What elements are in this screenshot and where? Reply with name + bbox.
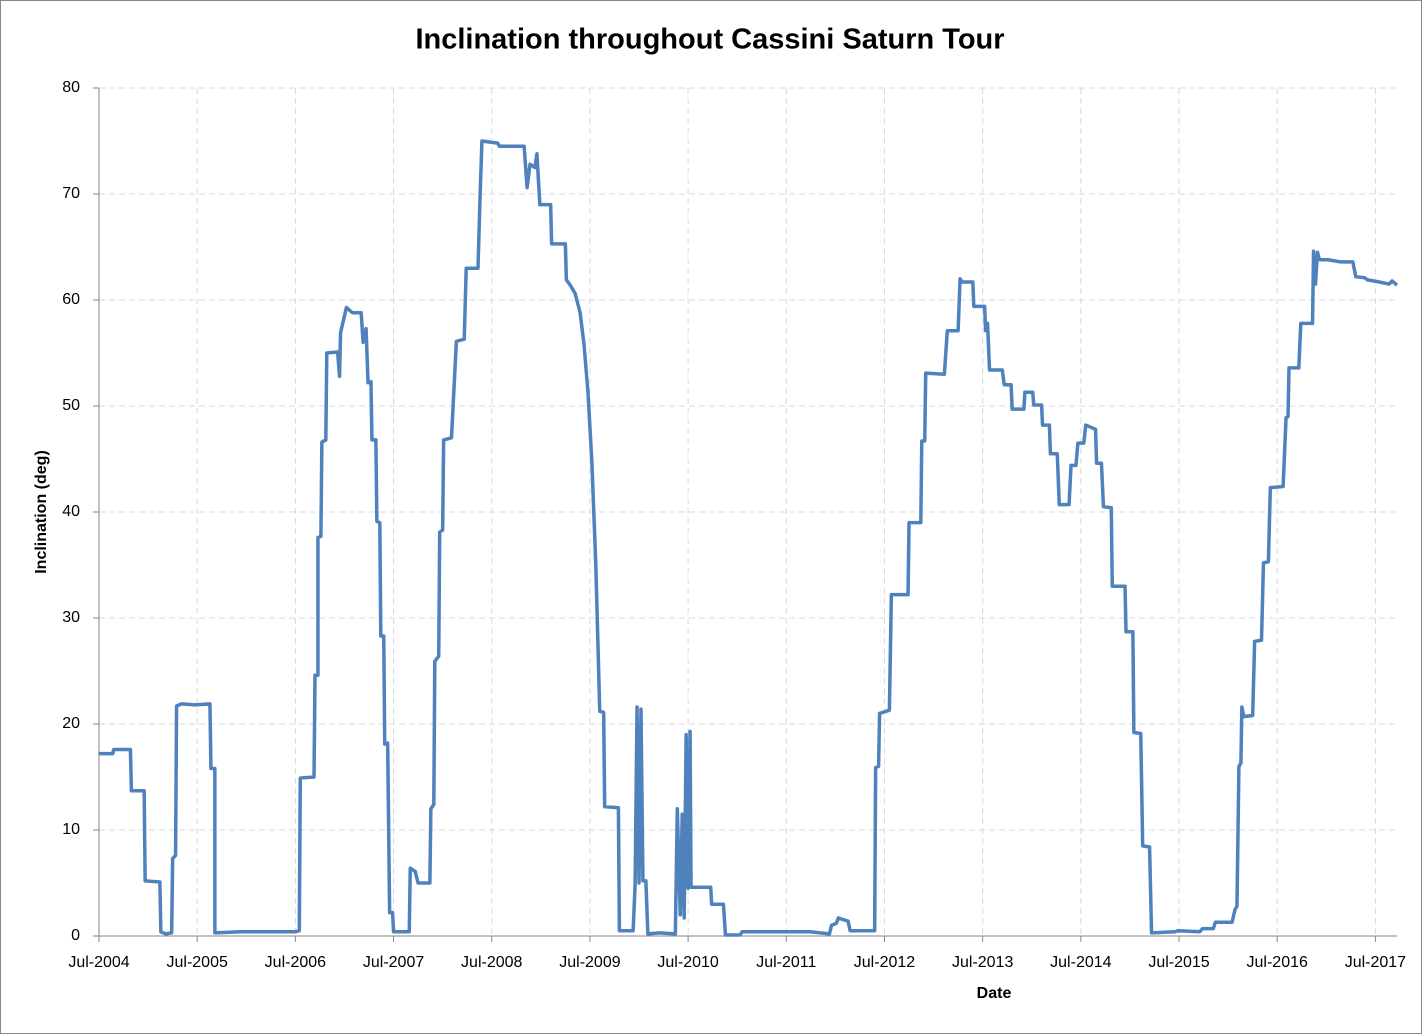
y-tick-label: 50 [62, 397, 80, 414]
x-tick-label: Jul-2006 [265, 954, 326, 971]
x-tick-label: Jul-2013 [952, 954, 1013, 971]
y-tick-label: 30 [62, 609, 80, 626]
x-tick-label: Jul-2009 [559, 954, 620, 971]
y-axis-label: Inclination (deg) [33, 450, 50, 574]
y-tick-label: 20 [62, 715, 80, 732]
y-tick-label: 80 [62, 79, 80, 96]
x-axis-label: Date [977, 985, 1012, 1002]
y-tick-label: 70 [62, 185, 80, 202]
y-tick-label: 60 [62, 291, 80, 308]
y-tick-label: 40 [62, 503, 80, 520]
x-tick-label: Jul-2008 [461, 954, 522, 971]
chart-title: Inclination throughout Cassini Saturn To… [415, 24, 1004, 56]
data-line [99, 139, 1399, 937]
x-tick-label: Jul-2017 [1345, 954, 1406, 971]
x-tick-label: Jul-2016 [1247, 954, 1308, 971]
x-tick-label: Jul-2007 [363, 954, 424, 971]
x-tick-label: Jul-2005 [166, 954, 227, 971]
x-tick-label: Jul-2014 [1050, 954, 1111, 971]
x-tick-label: Jul-2004 [68, 954, 129, 971]
x-tick-label: Jul-2011 [756, 954, 816, 971]
x-tick-label: Jul-2012 [854, 954, 915, 971]
y-tick-label: 10 [62, 821, 80, 838]
y-tick-label: 0 [71, 927, 80, 944]
x-tick-label: Jul-2015 [1148, 954, 1209, 971]
x-tick-label: Jul-2010 [657, 954, 718, 971]
